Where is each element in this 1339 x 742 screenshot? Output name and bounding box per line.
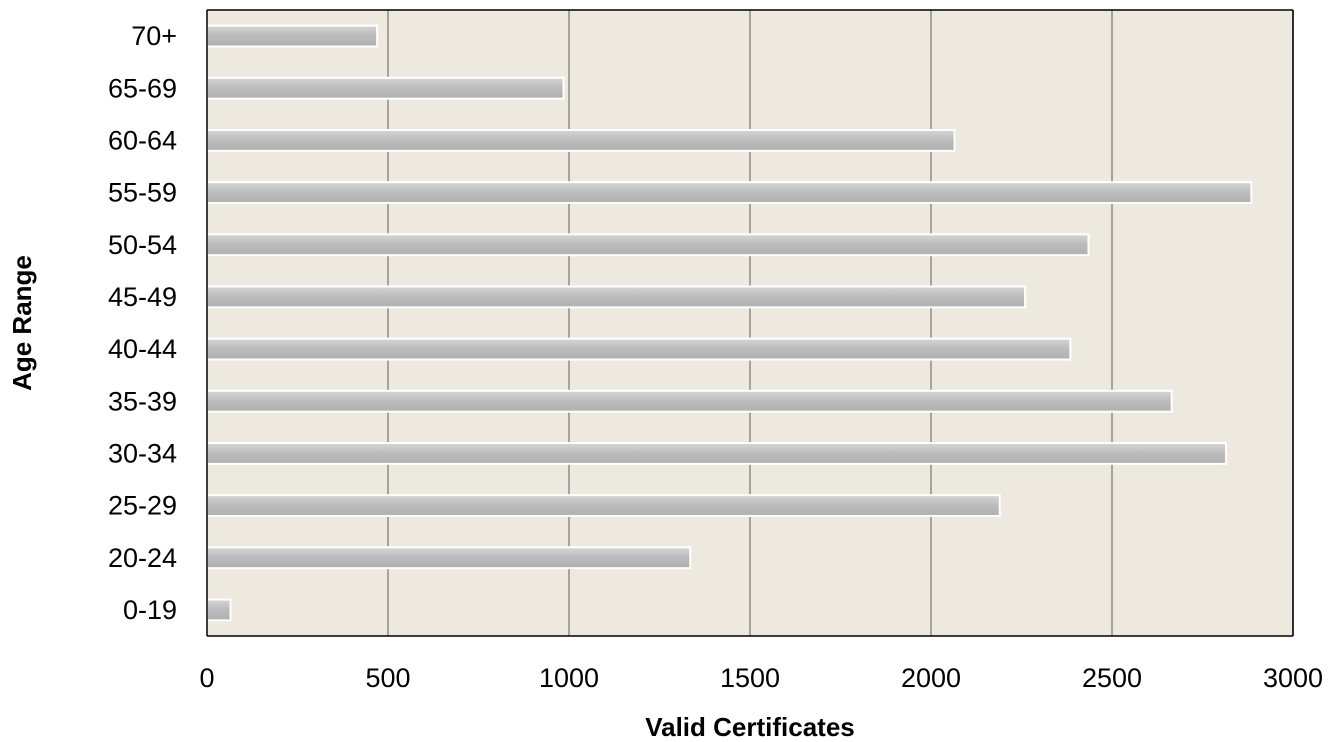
y-tick-label-30-34: 30-34 — [108, 438, 177, 468]
x-tick-label-3000: 3000 — [1263, 663, 1323, 693]
y-tick-label-0-19: 0-19 — [123, 595, 177, 625]
y-tick-label-50-54: 50-54 — [108, 230, 177, 260]
x-tick-labels: 0 500 1000 1500 2000 2500 3000 — [199, 663, 1323, 693]
bar-25-29 — [206, 494, 1001, 518]
y-tick-label-20-24: 20-24 — [108, 543, 177, 573]
y-tick-label-65-69: 65-69 — [108, 73, 177, 103]
axes — [206, 9, 1294, 637]
bar-20-24 — [206, 546, 692, 570]
bar-45-49 — [206, 285, 1027, 309]
y-tick-label-40-44: 40-44 — [108, 334, 177, 364]
y-tick-label-70+: 70+ — [131, 21, 177, 51]
x-tick-label-2000: 2000 — [901, 663, 961, 693]
bar-70+ — [206, 24, 379, 48]
bar-40-44 — [206, 337, 1072, 361]
x-axis-title: Valid Certificates — [645, 712, 855, 742]
y-tick-label-35-39: 35-39 — [108, 386, 177, 416]
y-tick-labels: 0-19 20-24 25-29 30-34 35-39 40-44 45-49 50-54 5… — [108, 21, 177, 625]
y-tick-label-45-49: 45-49 — [108, 282, 177, 312]
x-tick-label-500: 500 — [365, 663, 410, 693]
x-tick-label-0: 0 — [199, 663, 214, 693]
x-tick-label-1000: 1000 — [539, 663, 599, 693]
bar-35-39 — [206, 389, 1173, 413]
bar-60-64 — [206, 128, 956, 152]
y-axis-title: Age Range — [7, 255, 37, 391]
y-tick-label-60-64: 60-64 — [108, 125, 177, 155]
bar-50-54 — [206, 233, 1090, 257]
x-tick-label-2500: 2500 — [1082, 663, 1142, 693]
bar-0-19 — [206, 598, 232, 622]
bar-30-34 — [206, 441, 1228, 465]
bar-55-59 — [206, 181, 1253, 205]
y-tick-label-55-59: 55-59 — [108, 178, 177, 208]
x-tick-label-1500: 1500 — [720, 663, 780, 693]
y-tick-label-25-29: 25-29 — [108, 491, 177, 521]
bar-65-69 — [206, 76, 565, 100]
